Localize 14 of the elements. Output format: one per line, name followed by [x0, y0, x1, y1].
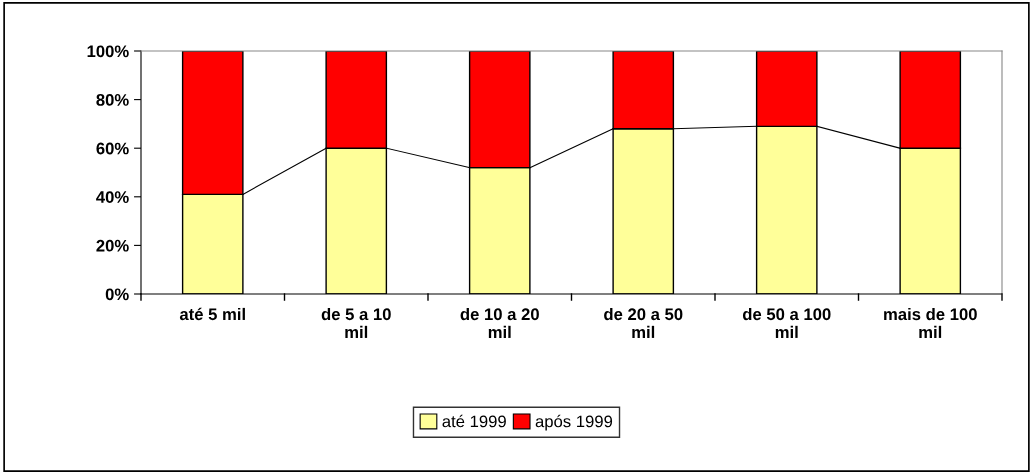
y-tick-label: 60% [96, 142, 129, 155]
y-tick-label: 40% [96, 191, 129, 203]
x-tick-label: até 5 mil [179, 307, 245, 321]
x-tick-label: de 10 a 20 mil [460, 307, 539, 338]
y-tick-label: 80% [96, 94, 129, 106]
legend-label: após 1999 [535, 414, 613, 431]
y-tick-label: 0% [105, 288, 129, 301]
x-tick-label: mais de 100 mil [884, 307, 977, 338]
x-tick-label: de 20 a 50 mil [604, 307, 683, 338]
x-tick-label: de 5 a 10 mil [321, 307, 391, 338]
y-tick-label: 100% [87, 45, 129, 58]
legend-label: até 1999 [442, 414, 506, 428]
x-tick-label: de 50 a 100 mil [742, 307, 831, 338]
y-tick-label: 20% [96, 239, 129, 252]
